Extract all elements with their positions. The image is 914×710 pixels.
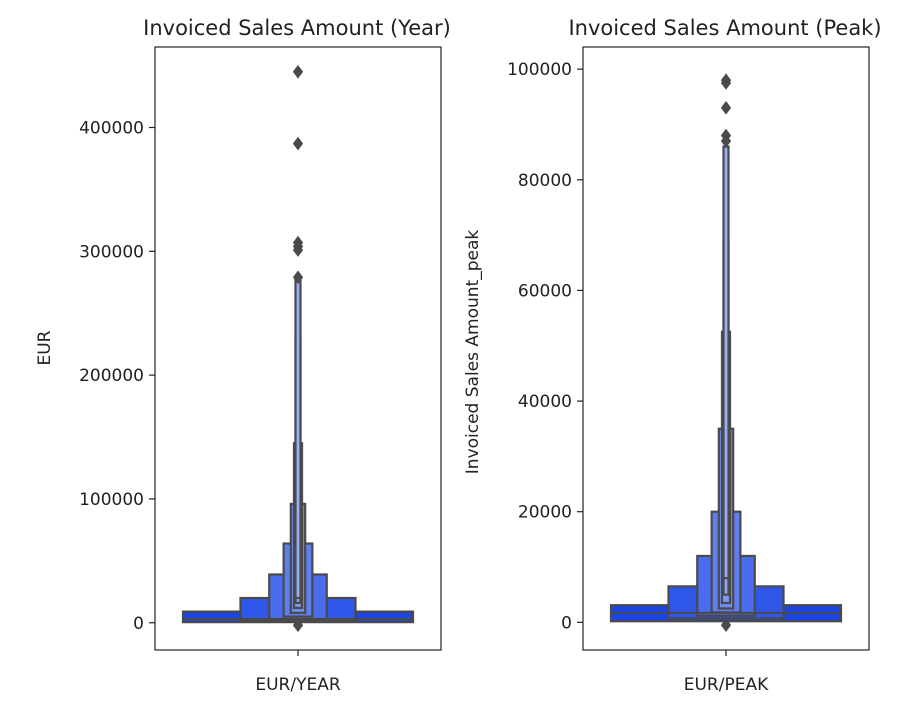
- panel-year: Invoiced Sales Amount (Year) EUR 0 100000…: [35, 16, 451, 695]
- y-tick-label: 20000: [518, 503, 572, 523]
- y-axis-label: Invoiced Sales Amount_peak: [463, 230, 483, 475]
- chart-title: Invoiced Sales Amount (Year): [143, 16, 451, 40]
- y-tick-label: 100000: [507, 60, 572, 80]
- outlier-point: [292, 270, 304, 285]
- y-tick-label: 0: [133, 614, 144, 634]
- y-tick-label: 60000: [518, 281, 572, 301]
- x-tick-label: EUR/YEAR: [255, 675, 340, 695]
- y-ticks: 0 20000 40000 60000 80000 100000: [507, 60, 583, 633]
- y-tick-label: 300000: [79, 242, 144, 262]
- y-tick-label: 80000: [518, 171, 572, 191]
- x-tick-group: EUR/YEAR: [255, 650, 341, 695]
- outlier-point: [292, 618, 304, 633]
- outlier-points: [292, 64, 304, 633]
- y-ticks: 0 100000 200000 300000 400000: [79, 118, 155, 634]
- boxen-level-8: [294, 277, 302, 600]
- y-tick-label: 200000: [79, 366, 144, 386]
- y-tick-label: 100000: [79, 490, 144, 510]
- outlier-point: [720, 101, 732, 115]
- y-tick-label: 0: [561, 613, 572, 633]
- chart-title: Invoiced Sales Amount (Peak): [568, 16, 881, 40]
- x-tick-label: EUR/PEAK: [684, 675, 769, 695]
- outlier-point: [720, 134, 732, 148]
- outlier-point: [720, 76, 732, 90]
- y-tick-label: 400000: [79, 118, 144, 138]
- outlier-points: [720, 73, 732, 632]
- outlier-point: [292, 243, 304, 257]
- y-axis-label: EUR: [35, 330, 55, 365]
- outlier-point: [292, 136, 304, 151]
- boxen-level-8: [722, 145, 730, 580]
- boxen-levels: [609, 145, 843, 623]
- y-tick-label: 40000: [518, 392, 572, 412]
- outlier-point: [292, 64, 304, 79]
- panel-peak: Invoiced Sales Amount (Peak) Invoiced Sa…: [463, 16, 882, 695]
- boxen-levels: [181, 277, 415, 624]
- outlier-point: [720, 618, 732, 632]
- x-tick-group: EUR/PEAK: [684, 650, 769, 695]
